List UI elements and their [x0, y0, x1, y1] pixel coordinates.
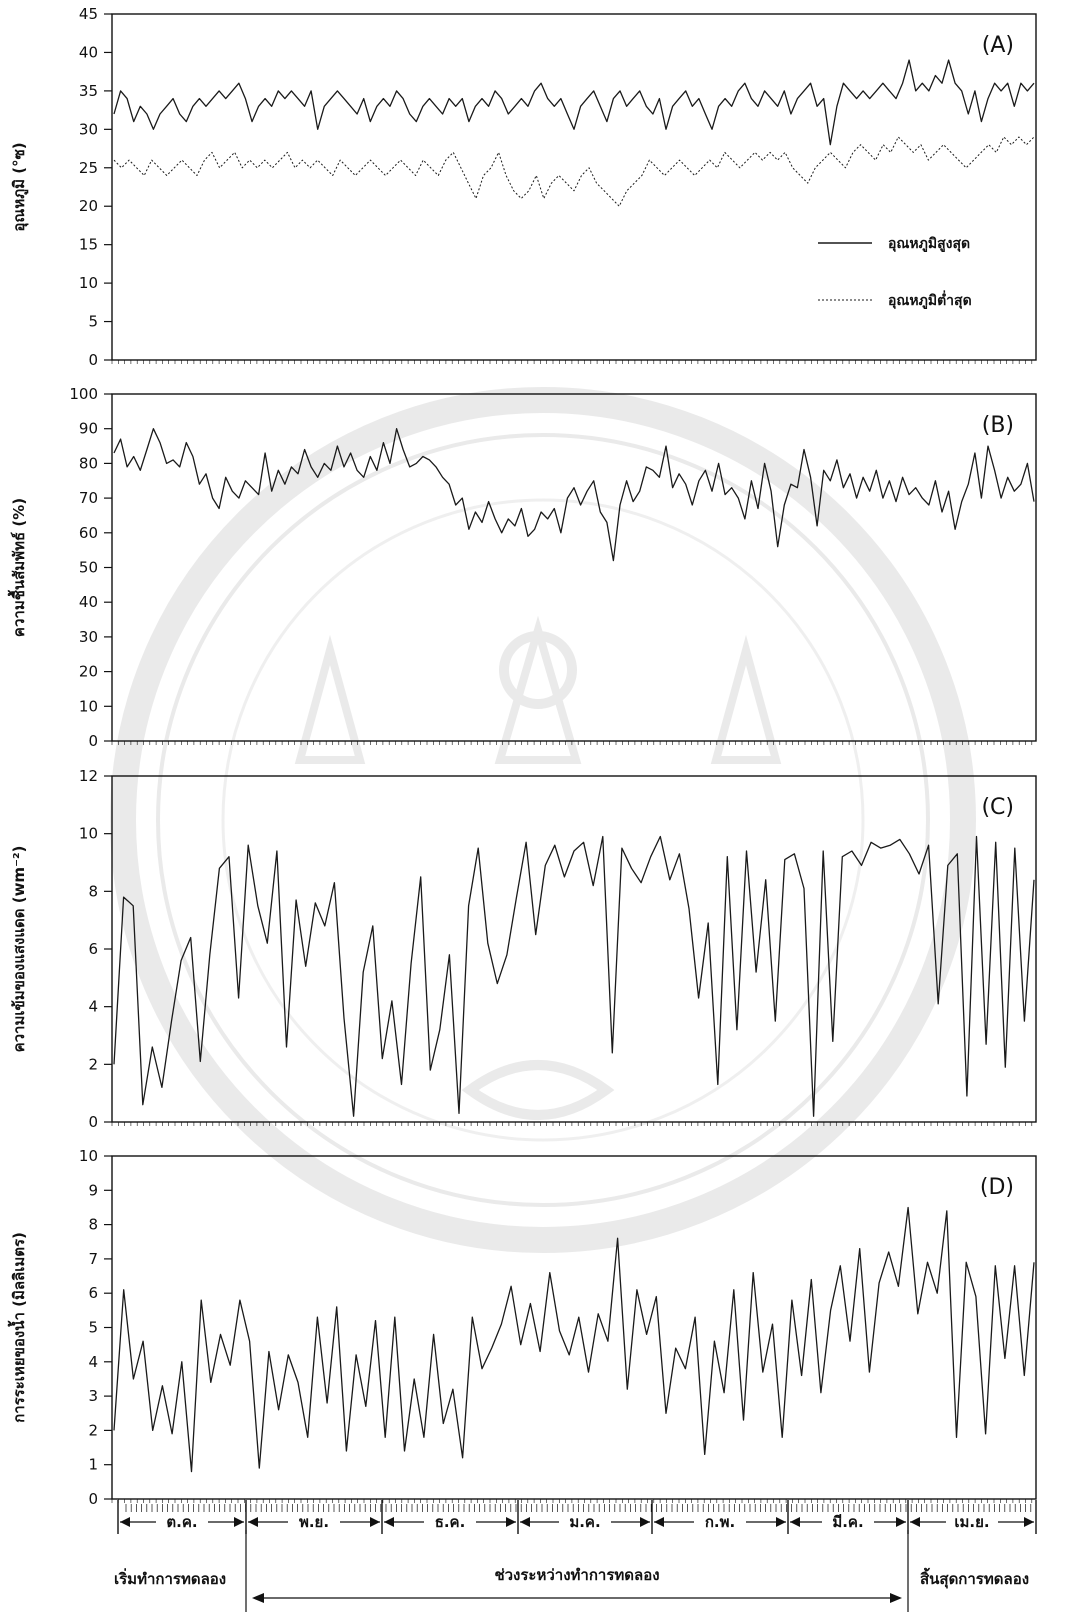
y-axis-label-C: ความเข้มของแสงแดด (wm⁻²): [10, 846, 28, 1053]
arrow-left-icon: [120, 1517, 130, 1527]
y-tick-label-B: 0: [88, 732, 98, 750]
y-tick-label-D: 5: [88, 1319, 98, 1337]
arrow-right-icon: [1024, 1517, 1034, 1527]
y-tick-label-D: 4: [88, 1353, 98, 1371]
phase-end-label: สิ้นสุดการทดลอง: [920, 1567, 1029, 1589]
arrow-left-icon: [252, 1593, 264, 1603]
y-tick-label-B: 50: [79, 559, 98, 577]
y-tick-label-D: 8: [88, 1216, 98, 1234]
y-axis-label-A: อุณหภูมิ (°ซ): [10, 142, 29, 231]
y-tick-label-A: 45: [79, 5, 98, 23]
y-tick-label-C: 6: [88, 940, 98, 958]
panel-A: 0 5 10 15 20 25 30 35 40 45 อุณหภูมิ (°ซ) (A) อุณหภู…: [10, 5, 1037, 369]
arrow-right-icon: [234, 1517, 244, 1527]
y-tick-label-D: 3: [88, 1387, 98, 1405]
month-label: ธ.ค.: [435, 1513, 466, 1531]
arrow-left-icon: [520, 1517, 530, 1527]
y-tick-label-B: 10: [79, 697, 98, 715]
y-tick-label-B: 80: [79, 454, 98, 472]
month-label: ก.พ.: [705, 1513, 735, 1531]
phase-middle-label: ช่วงระหว่างทำการทดลอง: [494, 1566, 659, 1584]
arrow-right-icon: [896, 1517, 906, 1527]
y-tick-label-C: 4: [88, 998, 98, 1016]
y-tick-label-B: 60: [79, 524, 98, 542]
y-tick-label-A: 10: [79, 274, 98, 292]
panel-label-C: (C): [981, 795, 1014, 820]
month-label: มี.ค.: [832, 1513, 863, 1531]
y-tick-label-A: 0: [88, 351, 98, 369]
panel-B: 0 10 20 30 40 50 60 70 80 90 100 ความชื้นสัมพัทธ์ (…: [7, 385, 1037, 750]
series-line-C-0: [113, 835, 1035, 1117]
series-line-B-0: [113, 428, 1035, 562]
arrow-left-icon: [910, 1517, 920, 1527]
y-tick-label-A: 30: [79, 120, 98, 138]
legend-label-0: อุณหภูมิสูงสุด: [888, 236, 970, 252]
y-tick-label-A: 25: [79, 159, 98, 177]
y-tick-label-D: 2: [88, 1421, 98, 1439]
panel-label-A: (A): [982, 33, 1014, 58]
series-line-A-0: [113, 59, 1035, 146]
y-tick-label-D: 1: [88, 1456, 98, 1474]
month-label: พ.ย.: [299, 1513, 329, 1531]
phase-start-label: เริ่มทำการทดลอง: [114, 1568, 226, 1588]
arrow-left-icon: [384, 1517, 394, 1527]
y-axis-label-D: การระเหยของน้ำ (มิลลิเมตร): [7, 1232, 28, 1423]
panel-frame-A: [111, 13, 1037, 361]
y-tick-label-D: 0: [88, 1490, 98, 1508]
arrow-right-icon: [640, 1517, 650, 1527]
y-tick-label-C: 2: [88, 1055, 98, 1073]
y-tick-label-A: 40: [79, 43, 98, 61]
y-tick-label-D: 10: [79, 1147, 98, 1165]
arrow-right-icon: [506, 1517, 516, 1527]
y-tick-label-A: 5: [88, 313, 98, 331]
panel-D: 0 1 2 3 4 5 6 7 8 9 10 การระเหยของน้ำ (มิลลิเมตร) (D…: [7, 1147, 1037, 1508]
month-label: เม.ย.: [954, 1513, 989, 1531]
y-tick-label-B: 100: [69, 385, 98, 403]
panel-label-D: (D): [980, 1175, 1014, 1200]
arrow-left-icon: [790, 1517, 800, 1527]
series-line-A-1: [113, 136, 1035, 207]
y-tick-label-D: 6: [88, 1284, 98, 1302]
y-tick-label-D: 7: [88, 1250, 98, 1268]
panel-label-B: (B): [982, 413, 1014, 438]
legend: อุณหภูมิสูงสุดอุณหภูมิต่ำสุด: [818, 236, 972, 309]
y-tick-label-B: 90: [79, 420, 98, 438]
y-axis-label-B: ความชื้นสัมพัทธ์ (%): [7, 498, 28, 637]
arrow-right-icon: [890, 1593, 902, 1603]
y-tick-label-B: 20: [79, 663, 98, 681]
arrow-left-icon: [654, 1517, 664, 1527]
y-tick-label-C: 8: [88, 882, 98, 900]
series-line-D-0: [113, 1206, 1035, 1473]
arrow-right-icon: [776, 1517, 786, 1527]
y-tick-label-B: 40: [79, 593, 98, 611]
university-seal-watermark: [110, 387, 976, 1253]
y-tick-label-A: 15: [79, 236, 98, 254]
arrow-right-icon: [370, 1517, 380, 1527]
y-tick-label-A: 35: [79, 82, 98, 100]
y-tick-label-D: 9: [88, 1181, 98, 1199]
y-tick-label-C: 0: [88, 1113, 98, 1131]
y-tick-label-C: 12: [79, 767, 98, 785]
month-label: ต.ค.: [166, 1513, 197, 1531]
panel-frame-D: [111, 1155, 1037, 1500]
y-tick-label-B: 30: [79, 628, 98, 646]
y-tick-label-A: 20: [79, 197, 98, 215]
month-label: ม.ค.: [569, 1513, 600, 1531]
arrow-left-icon: [248, 1517, 258, 1527]
y-tick-label-B: 70: [79, 489, 98, 507]
y-tick-label-C: 10: [79, 825, 98, 843]
panel-C: 0 2 4 6 8 10 12 ความเข้มของแสงแดด (wm⁻²) (C): [10, 767, 1037, 1131]
legend-label-1: อุณหภูมิต่ำสุด: [888, 290, 972, 309]
